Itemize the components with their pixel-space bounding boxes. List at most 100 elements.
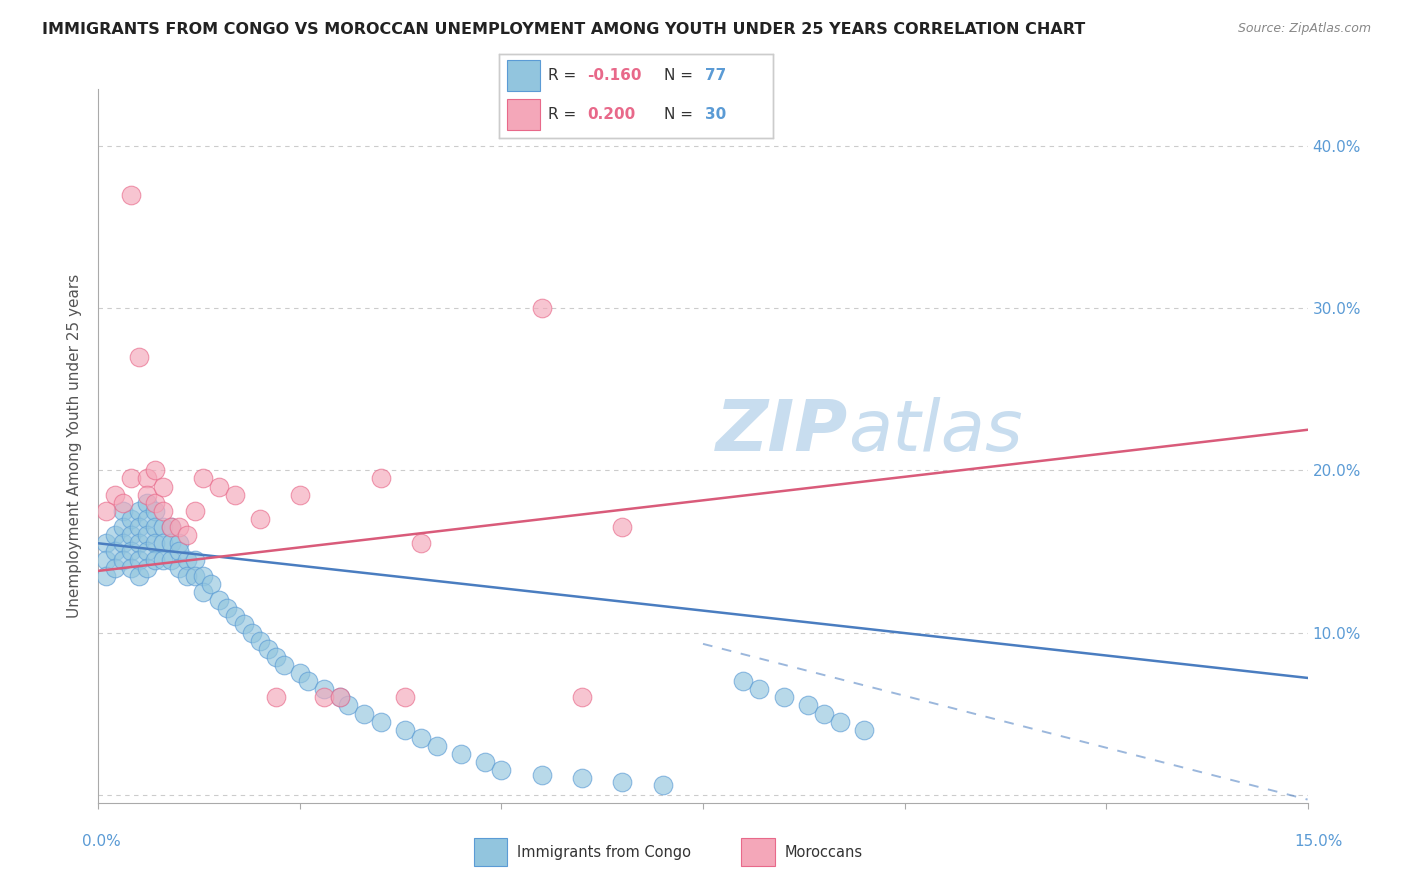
Point [394,723,416,737]
Point [167,520,190,534]
Point [224,488,246,502]
Text: N =: N = [664,107,697,122]
Point [135,544,157,558]
Point [160,552,183,566]
Point [120,544,142,558]
Point [193,471,215,485]
Point [152,504,174,518]
Point [651,778,673,792]
Point [733,674,755,689]
Point [748,682,770,697]
Point [193,568,215,582]
Point [167,560,190,574]
Point [314,682,336,697]
Point [96,536,118,550]
Point [143,536,166,550]
Point [143,504,166,518]
Point [143,552,166,566]
Point [96,552,118,566]
Point [135,488,157,502]
Point [184,568,207,582]
Point [208,479,231,493]
Point [167,536,190,550]
Text: ZIP: ZIP [716,397,848,467]
Point [353,706,375,721]
Point [772,690,794,705]
Point [120,187,142,202]
Point [128,536,150,550]
Point [474,756,496,770]
Point [152,552,174,566]
Point [813,706,835,721]
Point [135,512,157,526]
Point [135,496,157,510]
Text: 0.200: 0.200 [586,107,636,122]
Bar [474,838,508,866]
Point [450,747,472,761]
Point [120,471,142,485]
Text: -0.160: -0.160 [586,68,641,83]
Text: IMMIGRANTS FROM CONGO VS MOROCCAN UNEMPLOYMENT AMONG YOUTH UNDER 25 YEARS CORREL: IMMIGRANTS FROM CONGO VS MOROCCAN UNEMPL… [42,22,1085,37]
Text: Source: ZipAtlas.com: Source: ZipAtlas.com [1237,22,1371,36]
Point [828,714,851,729]
Point [530,768,553,782]
Point [128,568,150,582]
Point [135,560,157,574]
Bar [508,99,540,130]
Text: atlas: atlas [848,397,1022,467]
Point [160,536,183,550]
Point [612,774,634,789]
Point [103,488,125,502]
Point [329,690,352,705]
Point [143,463,166,477]
Point [176,568,198,582]
Point [128,350,150,364]
Point [111,536,134,550]
Point [426,739,449,753]
Point [314,690,336,705]
Text: Immigrants from Congo: Immigrants from Congo [516,845,690,860]
Point [217,601,239,615]
Text: R =: R = [548,107,582,122]
Point [152,536,174,550]
Point [184,552,207,566]
Point [160,520,183,534]
Y-axis label: Unemployment Among Youth under 25 years: Unemployment Among Youth under 25 years [67,274,83,618]
Point [128,504,150,518]
Point [329,690,352,705]
Point [193,585,215,599]
Point [224,609,246,624]
Point [264,690,287,705]
Text: 30: 30 [704,107,725,122]
Point [256,641,278,656]
Point [249,633,271,648]
Text: N =: N = [664,68,697,83]
Point [571,772,593,786]
Point [612,520,634,534]
Point [176,528,198,542]
Point [135,528,157,542]
Point [111,552,134,566]
Point [103,560,125,574]
Point [143,496,166,510]
Point [337,698,360,713]
Bar [508,61,540,91]
Text: 15.0%: 15.0% [1295,834,1343,849]
Point [111,504,134,518]
Point [152,520,174,534]
Text: 0.0%: 0.0% [82,834,121,849]
Point [273,657,295,672]
Point [240,625,263,640]
Point [571,690,593,705]
Point [394,690,416,705]
Point [200,577,222,591]
Point [370,714,392,729]
Point [288,488,311,502]
Point [160,520,183,534]
Point [530,301,553,315]
Point [103,528,125,542]
Point [167,544,190,558]
Text: R =: R = [548,68,582,83]
Text: 77: 77 [704,68,725,83]
Point [297,674,319,689]
